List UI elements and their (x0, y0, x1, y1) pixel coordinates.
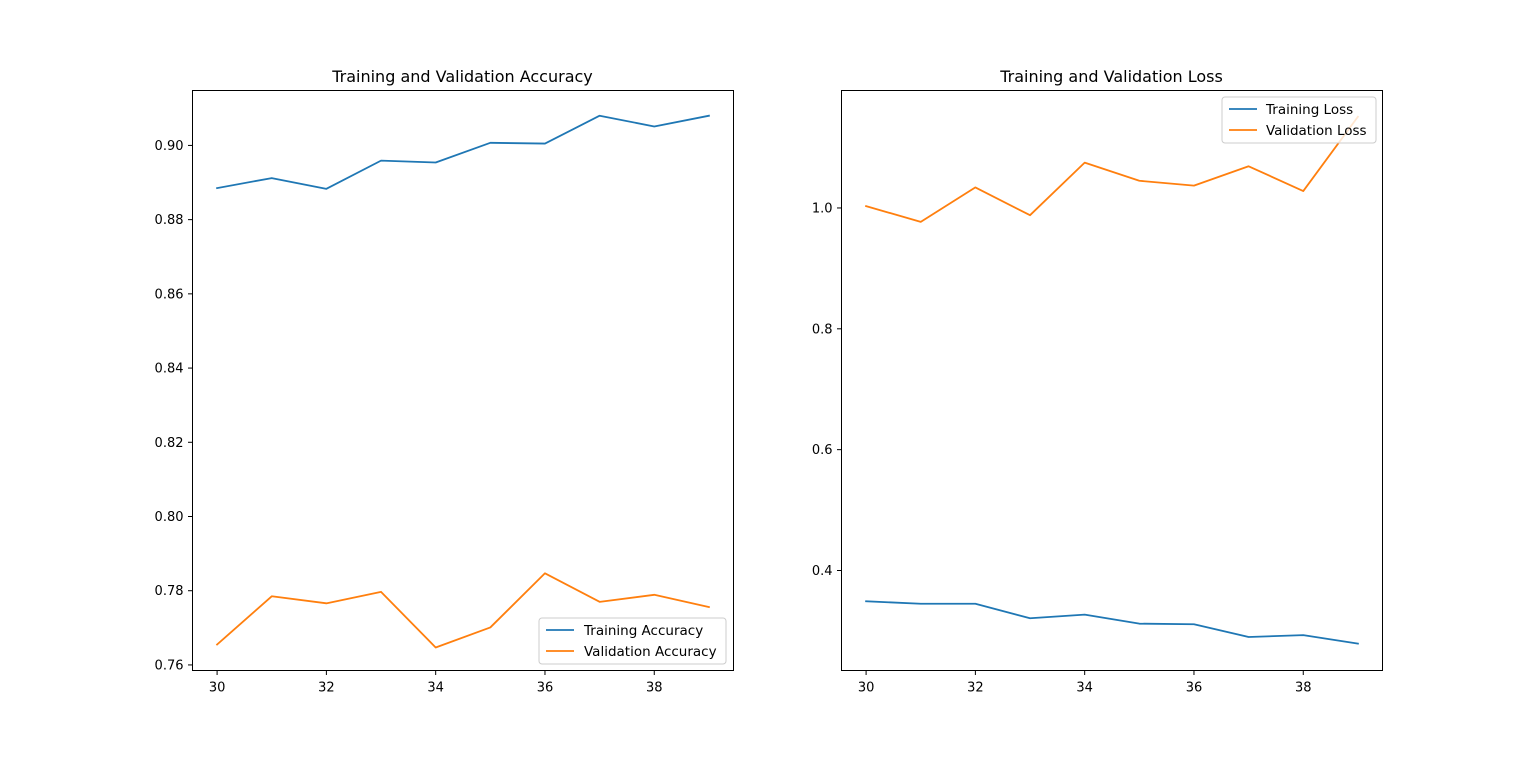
accuracy-x-tick-label: 32 (318, 681, 335, 696)
loss-y-tick-label: 1.0 (812, 201, 833, 216)
accuracy-panel: Training and Validation Accuracy 30 32 34 3… (155, 67, 734, 696)
loss-panel: Training and Validation Loss 30 32 34 36 38 0… (812, 67, 1383, 696)
loss-x-tick-label: 38 (1295, 681, 1312, 696)
accuracy-x-tick-label: 38 (646, 681, 663, 696)
accuracy-y-tick-label: 0.76 (155, 658, 184, 673)
loss-legend-box (1221, 96, 1377, 144)
accuracy-y-tick-label: 0.80 (155, 510, 184, 525)
accuracy-y-tick-label: 0.84 (155, 362, 184, 377)
accuracy-axes-frame (192, 90, 734, 671)
accuracy-legend: Training Accuracy Validation Accuracy (538, 617, 727, 665)
legend-label-training-accuracy: Training Accuracy (583, 623, 703, 639)
accuracy-y-tick-label: 0.86 (155, 287, 184, 302)
loss-chart-title: Training and Validation Loss (999, 67, 1223, 86)
series-line-training-loss (865, 600, 1359, 645)
loss-x-tick-label: 34 (1076, 681, 1093, 696)
accuracy-x-tick-label: 36 (537, 681, 554, 696)
loss-axes-frame (841, 90, 1383, 671)
series-line-validation-accuracy (215, 572, 710, 649)
accuracy-legend-box (538, 617, 727, 665)
legend-label-validation-accuracy: Validation Accuracy (584, 644, 717, 660)
accuracy-y-tick-label: 0.88 (155, 213, 184, 228)
loss-legend: Training Loss Validation Loss (1221, 96, 1377, 144)
accuracy-chart-title: Training and Validation Accuracy (331, 67, 593, 86)
loss-x-tick-label: 36 (1186, 681, 1203, 696)
accuracy-y-tick-label: 0.82 (155, 436, 184, 451)
loss-x-tick-label: 32 (967, 681, 984, 696)
accuracy-x-tick-label: 34 (427, 681, 444, 696)
series-line-validation-loss (864, 115, 1360, 223)
accuracy-y-tick-label: 0.78 (155, 584, 184, 599)
loss-y-tick-label: 0.4 (812, 564, 833, 579)
loss-y-tick-label: 0.6 (812, 443, 833, 458)
accuracy-plot-area (215, 114, 710, 649)
series-line-training-accuracy (216, 114, 710, 190)
accuracy-y-tick-label: 0.90 (155, 139, 184, 154)
legend-label-validation-loss: Validation Loss (1266, 123, 1367, 139)
legend-label-training-loss: Training Loss (1265, 102, 1353, 118)
loss-x-tick-label: 30 (858, 681, 875, 696)
loss-plot-area (864, 115, 1360, 645)
accuracy-x-tick-label: 30 (209, 681, 226, 696)
loss-y-tick-label: 0.8 (812, 322, 833, 337)
